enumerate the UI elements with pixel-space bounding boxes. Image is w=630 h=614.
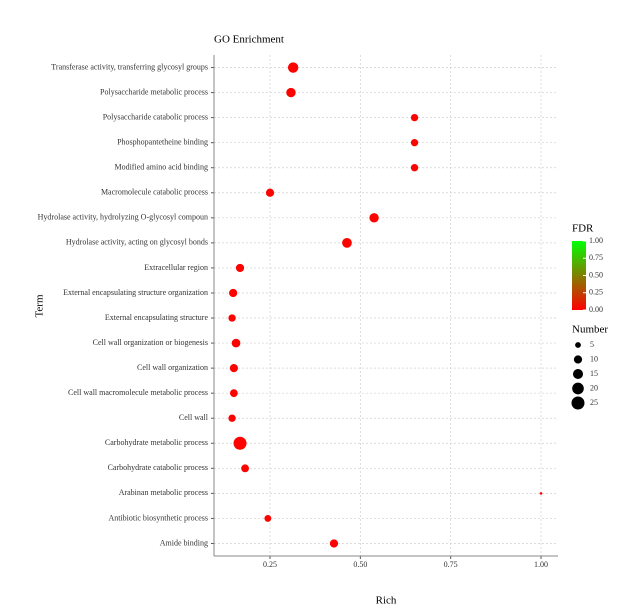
point <box>410 113 419 122</box>
point <box>342 238 352 248</box>
y-tick-label: Polysaccharide catabolic process <box>103 112 208 121</box>
y-tick-label: Hydrolase activity, hydrolyzing O-glycos… <box>38 213 208 222</box>
y-tick-label: Carbohydrate catabolic process <box>108 463 208 472</box>
size-key <box>573 355 583 364</box>
y-tick-label: Amide binding <box>160 538 208 547</box>
y-tick-label: Extracellular region <box>144 263 208 272</box>
y-tick-label: Cell wall organization or biogenesis <box>93 338 208 347</box>
y-tick-label: Modified amino acid binding <box>114 163 208 172</box>
y-tick-label: Polysaccharide metabolic process <box>100 87 208 96</box>
color-bar <box>572 241 586 310</box>
y-tick-label: Carbohydrate metabolic process <box>105 438 208 447</box>
y-tick-label: Antibiotic biosynthetic process <box>108 513 208 522</box>
point <box>241 464 249 473</box>
point <box>264 514 272 522</box>
point <box>229 364 238 373</box>
size-key-label: 5 <box>590 340 594 349</box>
plot-panel <box>214 55 558 556</box>
y-tick-label: Macromolecule catabolic process <box>101 188 208 197</box>
point <box>265 188 275 197</box>
point <box>228 314 236 322</box>
point <box>539 492 543 495</box>
point <box>229 288 238 298</box>
y-tick-label: Phosphopantetheine binding <box>117 138 208 147</box>
color-tick-label: 0.50 <box>589 270 603 279</box>
point <box>329 539 339 548</box>
size-key-label: 20 <box>590 383 598 392</box>
color-tick-label: 0.25 <box>589 288 603 297</box>
y-tick-label: Cell wall macromolecule metabolic proces… <box>68 388 208 397</box>
x-tick-label: 0.50 <box>353 560 367 569</box>
y-tick-label: External encapsulating structure <box>105 313 209 322</box>
y-tick-label: Cell wall organization <box>137 363 208 372</box>
size-key <box>572 382 584 395</box>
point <box>228 414 236 422</box>
point <box>369 213 379 223</box>
y-tick-label: Cell wall <box>179 413 209 422</box>
x-tick-label: 0.75 <box>444 560 458 569</box>
y-tick-label: Hydrolase activity, acting on glycosyl b… <box>66 238 208 247</box>
point <box>410 138 419 147</box>
point <box>287 62 299 73</box>
chart-title: GO Enrichment <box>214 34 284 46</box>
point <box>410 164 419 172</box>
color-tick-label: 1.00 <box>589 236 603 245</box>
size-key <box>571 396 585 410</box>
size-key-label: 15 <box>590 369 598 378</box>
point <box>235 263 245 273</box>
x-axis-label: Rich <box>376 595 397 607</box>
size-key-label: 25 <box>590 398 598 407</box>
size-key <box>572 368 584 380</box>
x-tick-label: 1.00 <box>534 560 548 569</box>
point <box>231 338 241 348</box>
y-tick-label: Transferase activity, transferring glyco… <box>51 62 208 71</box>
point <box>229 389 238 398</box>
color-legend-title: FDR <box>572 223 594 235</box>
size-legend-title: Number <box>572 324 608 336</box>
size-key <box>575 342 581 348</box>
x-tick-label: 0.25 <box>263 560 277 569</box>
color-tick-label: 0.75 <box>589 253 603 262</box>
y-tick-label: External encapsulating structure organiz… <box>63 288 208 297</box>
size-key-label: 10 <box>590 354 598 363</box>
y-axis-label: Term <box>34 294 46 317</box>
y-tick-label: Arabinan metabolic process <box>119 488 208 497</box>
point <box>286 87 296 98</box>
point <box>233 436 247 450</box>
color-tick-label: 0.00 <box>589 305 603 314</box>
